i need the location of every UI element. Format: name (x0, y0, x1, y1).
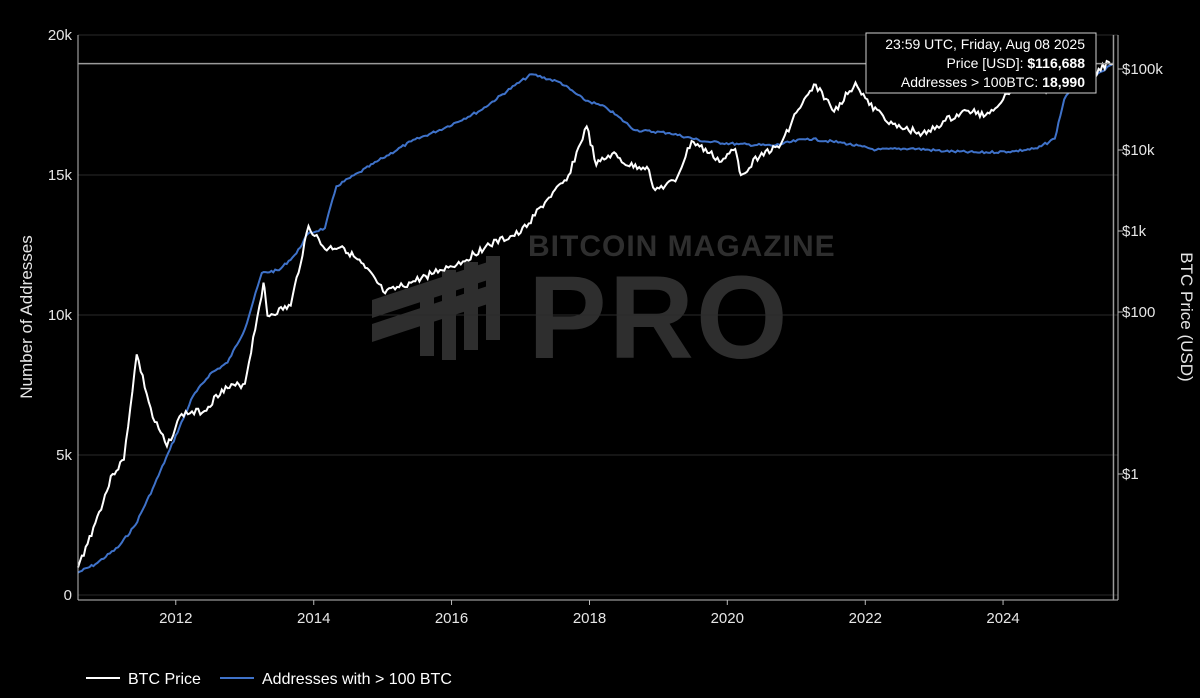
tooltip-box (865, 32, 1097, 94)
series-line-btc-price (77, 59, 1114, 568)
y-axis-right-label: BTC Price (USD) (1177, 252, 1196, 381)
series-layer (77, 59, 1115, 574)
y-left-tick-label: 15k (48, 167, 73, 184)
legend: BTC Price Addresses with > 100 BTC (86, 671, 452, 688)
left-axis-ticks: 0 5k 10k 15k 20k (48, 27, 73, 604)
y-right-tick-label: $100k (1122, 61, 1163, 78)
watermark-line1: BITCOIN MAGAZINE (528, 230, 836, 263)
legend-item-btc-price[interactable]: BTC Price (86, 671, 201, 688)
y-right-tick-label: $1 (1122, 466, 1139, 483)
y-right-tick-label: $100 (1122, 304, 1155, 321)
y-right-tick-label: $1k (1122, 223, 1147, 240)
watermark: BITCOIN MAGAZINE PRO (372, 230, 836, 384)
x-tick-label: 2022 (849, 610, 882, 627)
tooltip-price-label: Price [USD]: (946, 55, 1027, 71)
tooltip-price: Price [USD]: $116,688 (946, 55, 1085, 71)
y-axis-left-label: Number of Addresses (17, 235, 36, 398)
watermark-logo-icon (372, 256, 500, 360)
series-line-addresses (77, 62, 1115, 574)
plot-frame (77, 35, 1119, 601)
x-tick-label: 2024 (986, 610, 1019, 627)
y-left-tick-label: 0 (64, 587, 72, 604)
x-tick-label: 2018 (573, 610, 606, 627)
hover-tooltip: 23:59 UTC, Friday, Aug 08 2025 Price [US… (865, 32, 1097, 94)
y-left-tick-label: 5k (56, 447, 72, 464)
gridlines (78, 34, 1118, 596)
tooltip-addresses: Addresses > 100BTC: 18,990 (901, 74, 1085, 90)
legend-item-addresses[interactable]: Addresses with > 100 BTC (220, 671, 452, 688)
y-left-tick-label: 10k (48, 307, 73, 324)
legend-label-btc-price: BTC Price (128, 671, 201, 688)
x-tick-label: 2016 (435, 610, 468, 627)
legend-label-addresses: Addresses with > 100 BTC (262, 671, 452, 688)
x-tick-label: 2014 (297, 610, 330, 627)
tooltip-addresses-value: 18,990 (1042, 74, 1085, 90)
tooltip-addresses-label: Addresses > 100BTC: (901, 74, 1042, 90)
x-tick-label: 2020 (711, 610, 744, 627)
x-axis-ticks: 2012 2014 2016 2018 2020 2022 2024 (159, 600, 1020, 627)
x-tick-label: 2012 (159, 610, 192, 627)
tooltip-datetime: 23:59 UTC, Friday, Aug 08 2025 (885, 36, 1085, 52)
y-right-tick-label: $10k (1122, 142, 1155, 159)
y-left-tick-label: 20k (48, 27, 73, 44)
right-axis-ticks: $1 $100 $1k $10k $100k (1118, 61, 1163, 483)
watermark-line2: PRO (528, 252, 790, 384)
tooltip-price-value: $116,688 (1027, 55, 1085, 71)
